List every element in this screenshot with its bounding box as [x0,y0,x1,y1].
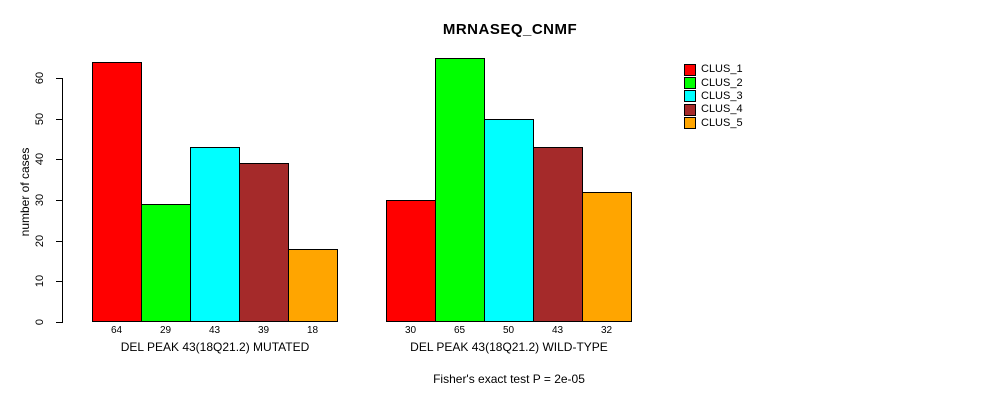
y-axis-line [62,78,63,323]
legend-swatch-icon [684,117,696,130]
legend-item-clus_4: CLUS_4 [684,103,743,116]
y-tick-mark [56,78,62,79]
bar-value-label: 43 [208,325,221,336]
bar-clus_4-group2 [533,147,583,322]
bar-value-label: 30 [404,325,417,336]
legend-item-clus_1: CLUS_1 [684,63,743,76]
y-tick-label: 30 [34,193,46,207]
legend-swatch-icon [684,77,696,90]
legend-label: CLUS_4 [701,103,743,116]
y-tick-label: 20 [34,234,46,248]
bar-clus_1-group1 [92,62,142,322]
legend-label: CLUS_5 [701,116,743,129]
bar-value-label: 65 [453,325,466,336]
y-tick-mark [56,281,62,282]
y-tick-label: 40 [34,152,46,166]
bar-clus_1-group2 [386,200,436,322]
bar-clus_5-group2 [582,192,632,322]
legend-label: CLUS_2 [701,76,743,89]
legend-swatch-icon [684,103,696,116]
bar-value-label: 32 [600,325,613,336]
y-axis-label: number of cases [18,147,32,237]
group-label-wildtype: DEL PEAK 43(18Q21.2) WILD-TYPE [410,340,608,354]
bar-clus_3-group2 [484,119,534,322]
bar-clus_3-group1 [190,147,240,322]
legend-label: CLUS_3 [701,89,743,102]
y-tick-mark [56,241,62,242]
bar-value-label: 39 [257,325,270,336]
group-label-mutated: DEL PEAK 43(18Q21.2) MUTATED [120,340,310,354]
legend-label: CLUS_1 [701,63,743,76]
y-tick-label: 60 [34,71,46,85]
bar-value-label: 29 [159,325,172,336]
legend-item-clus_2: CLUS_2 [684,76,743,90]
bar-value-label: 50 [502,325,515,336]
bar-clus_4-group1 [239,163,289,322]
legend-item-clus_3: CLUS_3 [684,90,743,103]
y-tick-mark [56,322,62,323]
bar-value-label: 64 [110,325,123,336]
bar-value-label: 43 [551,325,564,336]
legend: CLUS_1 CLUS_2 CLUS_3 CLUS_4 CLUS_5 [684,63,743,130]
y-tick-label: 50 [34,112,46,126]
fishers-test-caption: Fisher's exact test P = 2e-05 [433,372,585,386]
bar-clus_2-group2 [435,58,485,322]
y-tick-label: 10 [34,274,46,288]
y-tick-mark [56,119,62,120]
y-tick-mark [56,159,62,160]
bar-value-label: 18 [306,325,319,336]
bar-clus_2-group1 [141,204,191,322]
legend-swatch-icon [684,90,696,103]
legend-swatch-icon [684,63,696,76]
y-tick-mark [56,200,62,201]
bar-clus_5-group1 [288,249,338,322]
y-tick-label: 0 [34,318,46,326]
chart-title: MRNASEQ_CNMF [442,21,578,38]
legend-item-clus_5: CLUS_5 [684,117,743,130]
